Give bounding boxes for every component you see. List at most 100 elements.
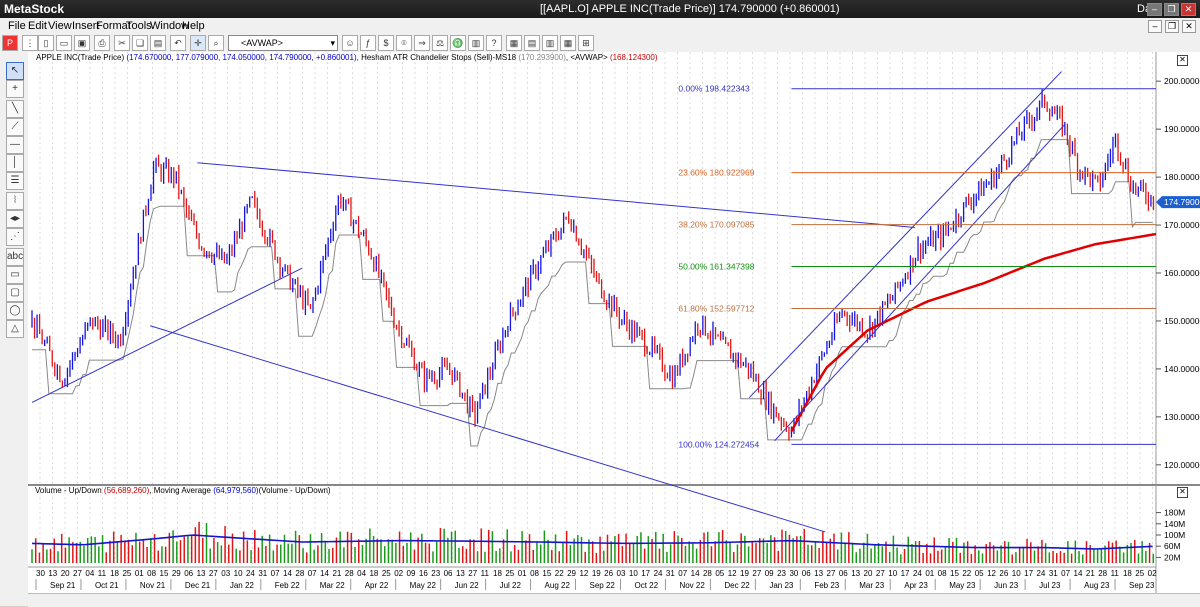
undo-icon[interactable]: ↶ [170, 35, 186, 51]
volume-tick-label: 20M [1164, 552, 1181, 562]
volume-pane-close-icon[interactable]: ✕ [1177, 487, 1188, 498]
minimize-icon[interactable]: – [1147, 3, 1162, 16]
mdi-minimize-icon[interactable]: – [1148, 20, 1162, 33]
menu-edit[interactable]: Edit [28, 20, 47, 32]
dollar-icon[interactable]: $ [378, 35, 394, 51]
date-month-label: Jan 22 [230, 581, 255, 590]
date-month-label: Nov 21 [140, 581, 166, 590]
chart-area[interactable]: 200.000000 190.000000 180.000000 170.000000… [28, 52, 1200, 607]
chart-canvas[interactable]: 200.000000 190.000000 180.000000 170.000000… [28, 52, 1200, 606]
date-day-label: 31 [666, 569, 675, 578]
date-day-label: 14 [283, 569, 292, 578]
date-month-label: Oct 21 [95, 581, 119, 590]
triangle-icon[interactable]: △ [6, 320, 24, 338]
fib-level-label: 50.00% 161.347398 [678, 262, 754, 272]
date-day-label: 18 [369, 569, 378, 578]
save-icon[interactable]: ▣ [74, 35, 90, 51]
price-tick-label: 140.000000 [1164, 364, 1200, 374]
chart-icon[interactable]: ▥ [468, 35, 484, 51]
menu-view[interactable]: View [48, 20, 72, 32]
mdi-restore-icon[interactable]: ❐ [1165, 20, 1179, 33]
price_header-segment: APPLE INC(Trade Price) [36, 53, 127, 62]
date-day-label: 27 [876, 569, 885, 578]
horizontal-scrollbar[interactable] [28, 593, 1200, 607]
vertical-line-icon[interactable]: │ [6, 154, 24, 172]
date-month-label: Apr 22 [365, 581, 389, 590]
layout-3-icon[interactable]: ▥ [542, 35, 558, 51]
price-tick-label: 200.000000 [1164, 76, 1200, 86]
paste-icon[interactable]: ▤ [150, 35, 166, 51]
cut-icon[interactable]: ✂ [114, 35, 130, 51]
volume-pane-header: Volume - Up/Down (56,689,260), Moving Av… [35, 486, 331, 495]
trendline-icon[interactable]: ╲ [6, 100, 24, 118]
rectangle-icon[interactable]: ▭ [6, 266, 24, 284]
text-icon[interactable]: abc [6, 248, 24, 266]
date-day-label: 15 [542, 569, 551, 578]
rounded-rect-icon[interactable]: ▢ [6, 284, 24, 302]
date-day-label: 22 [555, 569, 564, 578]
layout-2-icon[interactable]: ▤ [524, 35, 540, 51]
date-day-label: 27 [73, 569, 82, 578]
date-day-label: 29 [172, 569, 181, 578]
expert-advisor-icon[interactable]: ☺ [342, 35, 358, 51]
metastock-logo-icon[interactable]: P [2, 35, 18, 51]
date-day-label: 28 [1098, 569, 1107, 578]
chevron-down-icon[interactable]: ▾ [330, 38, 335, 48]
date-day-label: 09 [407, 569, 416, 578]
zoom-icon[interactable]: ⌕ [208, 35, 224, 51]
date-day-label: 18 [110, 569, 119, 578]
mdi-close-icon[interactable]: ✕ [1182, 20, 1196, 33]
ellipse-icon[interactable]: ◯ [6, 302, 24, 320]
crosshair-tool-icon[interactable]: + [6, 80, 24, 98]
explorer-icon[interactable]: ⌾ [396, 35, 412, 51]
close-icon[interactable]: ✕ [1181, 3, 1196, 16]
balance-icon[interactable]: ♎ [450, 35, 466, 51]
cycle-icon[interactable]: ⦚ [6, 192, 24, 210]
system-tester-icon[interactable]: ⚖ [432, 35, 448, 51]
date-month-label: Dec 22 [724, 581, 750, 590]
channel-icon[interactable]: ⟋ [6, 118, 24, 136]
menu-tools[interactable]: Tools [126, 20, 152, 32]
date-day-label: 17 [901, 569, 910, 578]
date-month-label: Jun 23 [994, 581, 1019, 590]
date-month-label: Oct 22 [634, 581, 658, 590]
layout-4-icon[interactable]: ▦ [560, 35, 576, 51]
date-day-label: 17 [1024, 569, 1033, 578]
fibonacci-icon[interactable]: ☰ [6, 172, 24, 190]
date-day-label: 06 [839, 569, 848, 578]
price_header-segment: (174.670000, 177.079000, 174.050000, 174… [126, 53, 357, 62]
date-day-label: 07 [271, 569, 280, 578]
avwap-line [790, 232, 1157, 432]
app-name: MetaStock [4, 2, 65, 16]
date-day-label: 27 [827, 569, 836, 578]
date-month-label: Mar 23 [859, 581, 884, 590]
horizontal-line-icon[interactable]: — [6, 136, 24, 154]
restore-icon[interactable]: ❐ [1164, 3, 1179, 16]
date-day-label: 05 [975, 569, 984, 578]
help-icon[interactable]: ? [486, 35, 502, 51]
menu-help[interactable]: Help [182, 20, 205, 32]
open-icon[interactable]: ▭ [56, 35, 72, 51]
copy-icon[interactable]: ❏ [132, 35, 148, 51]
menu-format[interactable]: Format [96, 20, 131, 32]
menu-file[interactable]: File [8, 20, 26, 32]
formula-icon[interactable]: ƒ [360, 35, 376, 51]
arrow-right-icon[interactable]: ⇒ [414, 35, 430, 51]
indicator-combo[interactable]: <AVWAP> ▾ [228, 35, 338, 51]
price-pane-close-icon[interactable]: ✕ [1177, 55, 1188, 66]
speed-lines-icon[interactable]: ⋰ [6, 228, 24, 246]
date-day-label: 13 [814, 569, 823, 578]
crosshair-icon[interactable]: ✛ [190, 35, 206, 51]
pointer-icon[interactable]: ↖ [6, 62, 24, 80]
print-icon[interactable]: ⎙ [94, 35, 110, 51]
date-day-label: 31 [1049, 569, 1058, 578]
menu-insert[interactable]: Insert [72, 20, 100, 32]
layout-5-icon[interactable]: ⊞ [578, 35, 594, 51]
arrows-icon[interactable]: ◂▸ [6, 210, 24, 228]
menu-window[interactable]: Window [150, 20, 190, 32]
new-icon[interactable]: ▯ [38, 35, 54, 51]
date-day-label: 19 [740, 569, 749, 578]
layout-1-icon[interactable]: ▦ [506, 35, 522, 51]
trendline-upper [197, 162, 915, 228]
date-month-label: Sep 22 [590, 581, 616, 590]
